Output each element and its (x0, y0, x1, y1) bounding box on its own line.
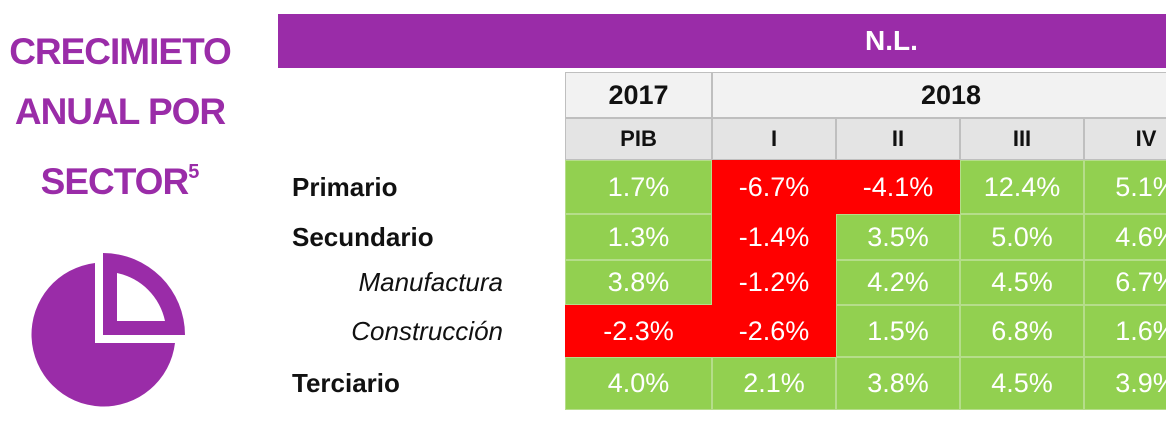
period-header: II (836, 118, 960, 160)
period-header: IV (1084, 118, 1166, 160)
row-label: Secundario (292, 221, 434, 252)
title-block: CRECIMIETO ANUAL POR SECTOR5 (0, 22, 240, 212)
value-cell: 4.2% (836, 260, 960, 305)
header-bar (278, 14, 565, 68)
row-label: Primario (292, 171, 398, 202)
region-header: N.L. (565, 14, 1166, 68)
value-cell: 4.5% (960, 260, 1084, 305)
value-cell: 4.0% (565, 357, 712, 410)
title: CRECIMIETO ANUAL POR SECTOR (9, 31, 232, 202)
value-cell: 1.6% (1084, 305, 1166, 357)
row-label: Manufactura (358, 267, 503, 297)
year-header: 2018 (712, 72, 1166, 118)
value-cell: 6.8% (960, 305, 1084, 357)
value-cell: 4.5% (960, 357, 1084, 410)
period-header: III (960, 118, 1084, 160)
value-cell: 1.3% (565, 214, 712, 260)
value-cell: -4.1% (836, 160, 960, 214)
value-cell: 5.1% (1084, 160, 1166, 214)
value-cell: 3.8% (836, 357, 960, 410)
value-cell: 5.0% (960, 214, 1084, 260)
value-cell: 3.5% (836, 214, 960, 260)
value-cell: 3.9% (1084, 357, 1166, 410)
pie-icon (31, 253, 185, 407)
value-cell: -1.2% (712, 260, 836, 305)
value-cell: -1.4% (712, 214, 836, 260)
year-header: 2017 (565, 72, 712, 118)
period-header: PIB (565, 118, 712, 160)
value-cell: -2.3% (565, 305, 712, 357)
value-cell: -6.7% (712, 160, 836, 214)
value-cell: 3.8% (565, 260, 712, 305)
period-header: I (712, 118, 836, 160)
value-cell: 12.4% (960, 160, 1084, 214)
pie-slice-inner (117, 273, 165, 321)
row-label: Construcción (351, 315, 503, 346)
value-cell: -2.6% (712, 305, 836, 357)
value-cell: 4.6% (1084, 214, 1166, 260)
value-cell: 1.7% (565, 160, 712, 214)
row-label: Terciario (292, 368, 400, 398)
pie-body (31, 263, 176, 407)
title-note: 5 (188, 161, 200, 183)
value-cell: 2.1% (712, 357, 836, 410)
value-cell: 1.5% (836, 305, 960, 357)
value-cell: 6.7% (1084, 260, 1166, 305)
